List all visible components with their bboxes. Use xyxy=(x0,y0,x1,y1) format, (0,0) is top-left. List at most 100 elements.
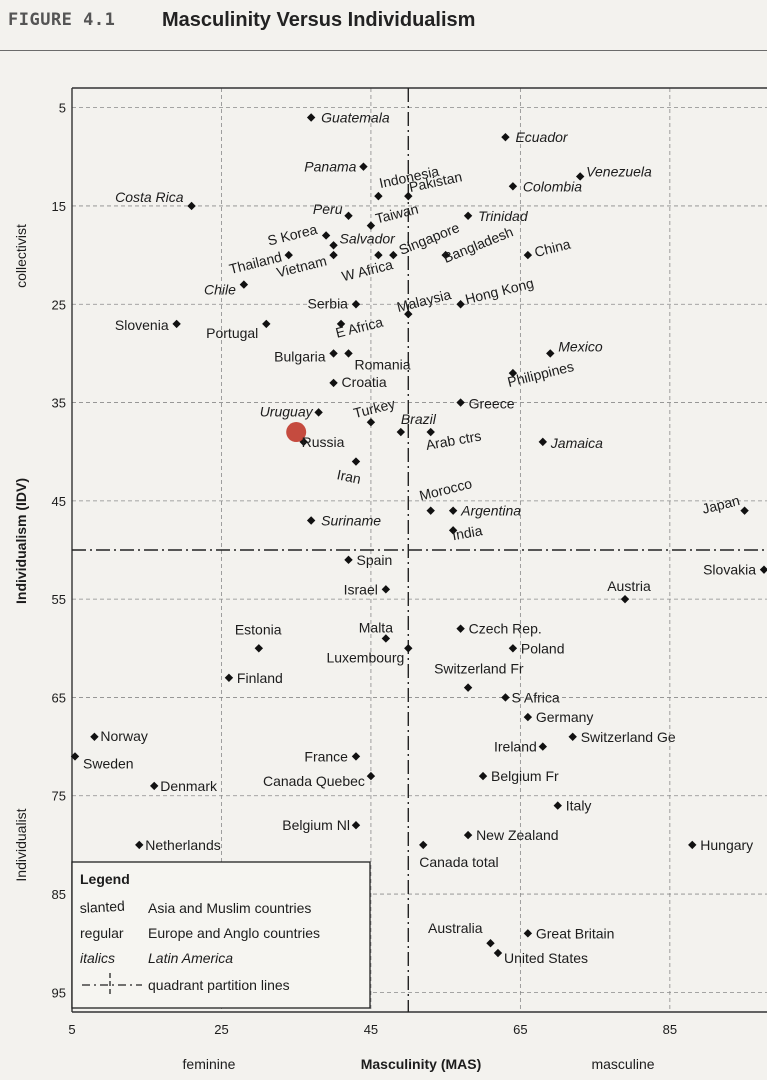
data-point-label: Netherlands xyxy=(145,837,221,853)
data-point xyxy=(187,201,196,211)
data-point-label: Turkey xyxy=(352,395,397,421)
data-point xyxy=(306,113,316,122)
data-point xyxy=(419,840,428,850)
data-point-label: Venezuela xyxy=(586,163,652,179)
data-point-label: Peru xyxy=(313,201,343,217)
data-point xyxy=(329,241,338,250)
data-point-label: Vietnam xyxy=(275,252,328,280)
data-point xyxy=(404,644,413,653)
data-point-label: France xyxy=(304,748,348,764)
data-point-label: United States xyxy=(504,950,588,966)
data-point-label: Chile xyxy=(204,282,236,298)
x-tick-label: 65 xyxy=(513,1022,527,1037)
data-point xyxy=(456,300,465,309)
figure-title: Masculinity Versus Individualism xyxy=(162,9,476,31)
data-point-label: Great Britain xyxy=(536,925,615,941)
data-point-label: New Zealand xyxy=(476,827,559,843)
data-point-label: Philippines xyxy=(506,358,576,390)
data-point xyxy=(329,349,338,358)
data-point-label: Malta xyxy=(359,619,393,635)
data-point xyxy=(448,526,458,535)
y-tick-label: 55 xyxy=(52,592,66,607)
legend-description: Europe and Anglo countries xyxy=(148,925,320,941)
data-point-label: Iran xyxy=(336,466,363,487)
data-point xyxy=(366,221,376,230)
data-point-label: Israel xyxy=(344,581,378,597)
data-point xyxy=(306,516,316,525)
legend-description: Latin America xyxy=(148,950,233,966)
y-tick-label: 15 xyxy=(52,199,66,214)
y-tick-label: 75 xyxy=(52,789,66,804)
x-axis-label: Masculinity (MAS) xyxy=(361,1056,482,1072)
y-axis-bottom-word: Individualist xyxy=(13,808,29,881)
data-point xyxy=(620,594,630,604)
data-point xyxy=(351,457,361,466)
data-point-label: Australia xyxy=(428,920,483,936)
y-axis-top-word: collectivist xyxy=(13,224,29,288)
x-tick-label: 45 xyxy=(364,1022,378,1037)
data-point-label: Salvador xyxy=(340,230,397,246)
data-point-label: China xyxy=(533,236,573,260)
data-point xyxy=(740,506,749,515)
data-point xyxy=(351,821,361,830)
data-point xyxy=(359,162,368,171)
data-point xyxy=(351,752,361,761)
data-point xyxy=(501,693,510,702)
data-point xyxy=(366,771,376,781)
data-point xyxy=(404,309,413,319)
data-point-label: Brazil xyxy=(401,411,437,427)
data-point-label: Jamaica xyxy=(550,435,603,451)
x-axis-right-word: masculine xyxy=(591,1056,654,1072)
data-point xyxy=(538,742,548,751)
data-point xyxy=(523,250,533,260)
data-point-label: Italy xyxy=(566,798,592,814)
x-tick-label: 25 xyxy=(214,1022,228,1037)
data-point xyxy=(224,673,234,682)
data-point-label: Croatia xyxy=(342,374,387,390)
data-point xyxy=(329,250,338,260)
data-point-label: Suriname xyxy=(321,513,381,529)
data-point-label: Hong Kong xyxy=(463,275,535,307)
data-point xyxy=(688,840,697,850)
data-point-label: Hungary xyxy=(700,837,753,853)
y-tick-label: 85 xyxy=(52,887,66,902)
data-point-label: Ecuador xyxy=(515,129,568,145)
x-tick-label: 5 xyxy=(68,1022,75,1037)
data-point xyxy=(374,250,383,260)
data-point xyxy=(374,191,383,201)
data-point xyxy=(538,437,548,447)
data-point xyxy=(478,771,488,781)
data-point xyxy=(759,565,767,574)
data-point xyxy=(381,585,391,594)
data-point xyxy=(344,211,353,220)
data-point xyxy=(366,418,376,427)
data-point xyxy=(523,929,533,938)
data-point-label: Guatemala xyxy=(321,109,390,125)
data-point-label: Estonia xyxy=(235,621,282,637)
data-point-label: Czech Rep. xyxy=(469,621,542,637)
data-point xyxy=(239,280,249,289)
data-point xyxy=(172,319,181,329)
data-point-label: Denmark xyxy=(160,778,218,794)
data-point-label: Thailand xyxy=(227,248,283,277)
data-point-label: E Africa xyxy=(334,314,385,341)
quadrant-partition-lines xyxy=(72,88,767,1012)
legend-key: italics xyxy=(80,950,115,966)
data-point xyxy=(344,555,353,565)
data-point xyxy=(501,132,510,142)
data-point-label: Russia xyxy=(302,434,345,450)
data-point-label: Poland xyxy=(521,640,565,656)
data-point-label: Serbia xyxy=(308,295,349,311)
data-point-label: Canada total xyxy=(419,854,498,870)
data-point-label: Colombia xyxy=(523,178,582,194)
legend-description: Asia and Muslim countries xyxy=(148,900,311,916)
data-point-label: Switzerland Ge xyxy=(581,729,676,745)
data-point xyxy=(448,506,458,515)
data-point-label: Panama xyxy=(304,159,356,175)
legend: Legend slanted Asia and Muslim countries re… xyxy=(71,861,371,1009)
data-point-label: W Africa xyxy=(340,256,395,284)
data-point xyxy=(321,231,331,240)
data-point xyxy=(90,732,99,741)
